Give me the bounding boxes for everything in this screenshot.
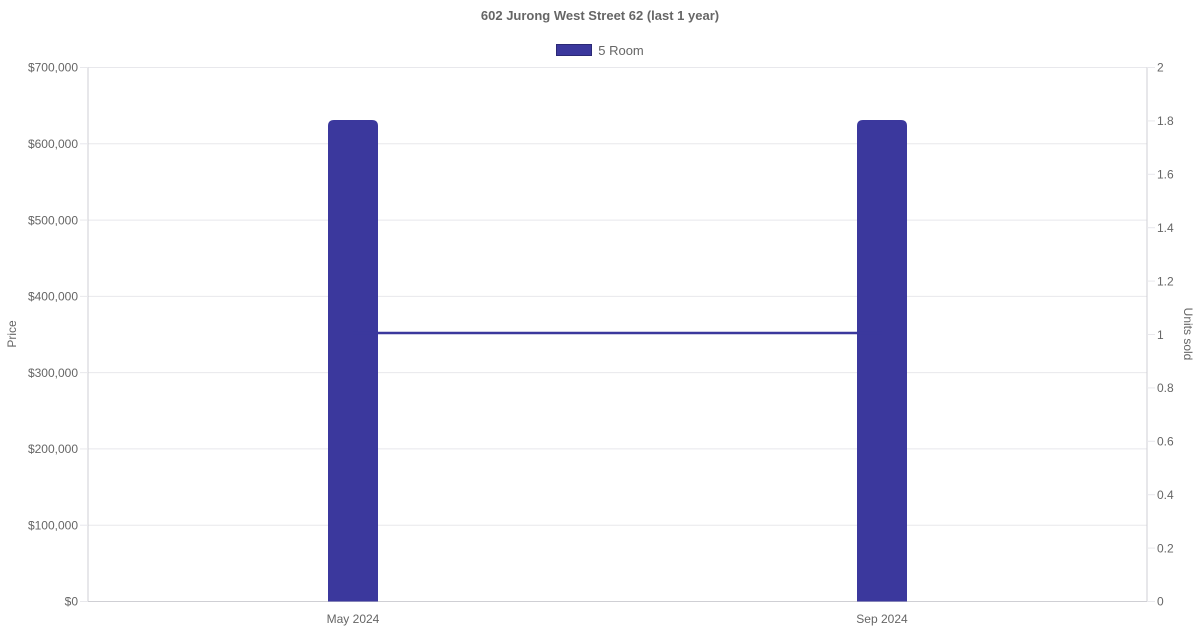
svg-text:Sep 2024: Sep 2024 [856,612,908,626]
svg-text:1.4: 1.4 [1157,221,1174,235]
svg-text:$100,000: $100,000 [28,519,78,533]
svg-text:1.6: 1.6 [1157,168,1174,182]
svg-text:0.4: 0.4 [1157,488,1174,502]
svg-text:$300,000: $300,000 [28,366,78,380]
svg-text:Units sold: Units sold [1181,308,1195,361]
svg-text:1: 1 [1157,328,1164,342]
svg-text:0.6: 0.6 [1157,435,1174,449]
svg-text:$500,000: $500,000 [28,213,78,227]
svg-text:2: 2 [1157,61,1164,75]
svg-text:May 2024: May 2024 [327,612,380,626]
svg-text:0: 0 [1157,595,1164,609]
svg-text:$600,000: $600,000 [28,137,78,151]
svg-text:1.2: 1.2 [1157,274,1174,288]
svg-text:0.8: 0.8 [1157,381,1174,395]
svg-text:$700,000: $700,000 [28,61,78,75]
svg-text:1.8: 1.8 [1157,114,1174,128]
svg-text:$0: $0 [65,595,79,609]
svg-text:0.2: 0.2 [1157,541,1174,555]
svg-text:$200,000: $200,000 [28,442,78,456]
svg-text:Price: Price [5,320,19,348]
svg-text:$400,000: $400,000 [28,290,78,304]
